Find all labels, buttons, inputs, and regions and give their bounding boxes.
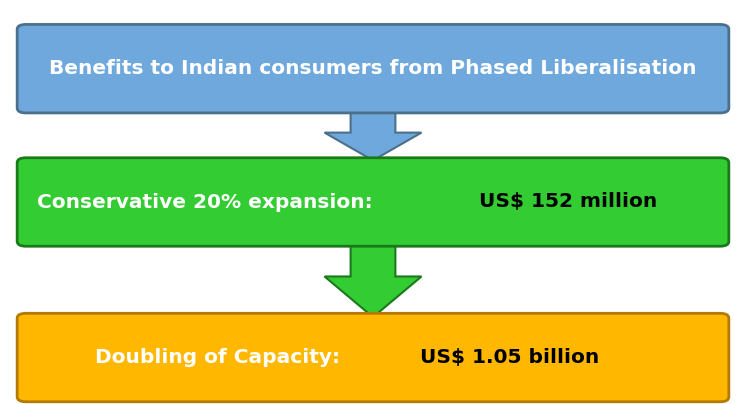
- FancyBboxPatch shape: [17, 25, 729, 113]
- FancyBboxPatch shape: [17, 314, 729, 402]
- Text: Benefits to Indian consumers from Phased Liberalisation: Benefits to Indian consumers from Phased…: [49, 59, 697, 78]
- FancyBboxPatch shape: [17, 158, 729, 246]
- Text: US$ 152 million: US$ 152 million: [479, 192, 657, 212]
- Polygon shape: [325, 110, 421, 160]
- Polygon shape: [325, 243, 421, 317]
- Text: US$ 1.05 billion: US$ 1.05 billion: [420, 348, 599, 367]
- Text: Conservative 20% expansion:: Conservative 20% expansion:: [37, 192, 380, 212]
- Text: Doubling of Capacity:: Doubling of Capacity:: [95, 348, 347, 367]
